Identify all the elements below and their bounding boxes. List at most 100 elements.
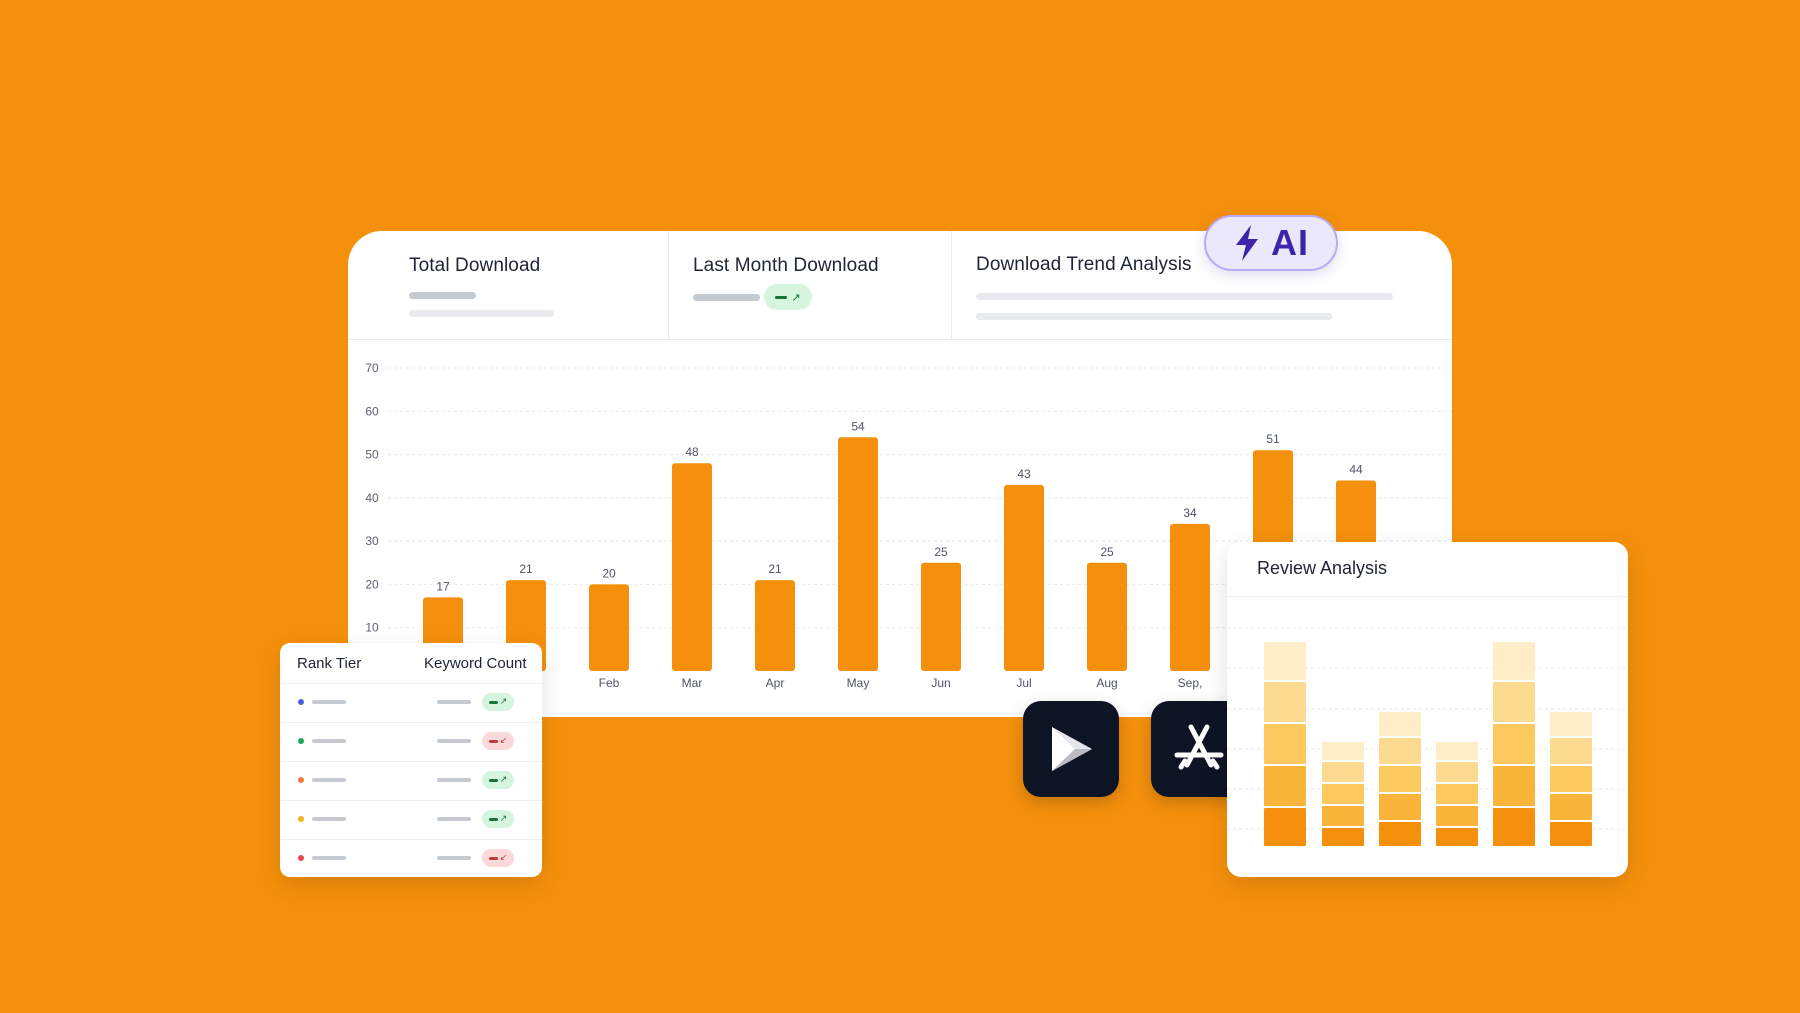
bar bbox=[1004, 484, 1044, 671]
tier-color-dot bbox=[298, 699, 304, 705]
rank-table-header: Rank Tier Keyword Count bbox=[280, 643, 542, 684]
google-play-icon[interactable] bbox=[1023, 701, 1119, 797]
stacked-bar-segment bbox=[1322, 784, 1364, 804]
review-stacked-bar-chart bbox=[1227, 627, 1628, 846]
keyword-count-header: Keyword Count bbox=[424, 655, 527, 672]
table-row[interactable]: ↗ bbox=[280, 761, 542, 801]
bar bbox=[1087, 562, 1127, 671]
bar bbox=[1170, 523, 1210, 671]
table-row[interactable]: ↗ bbox=[280, 800, 542, 840]
stacked-bar-segment bbox=[1493, 724, 1535, 764]
total-download-panel[interactable]: Total Download bbox=[348, 231, 668, 339]
arrow-up-right-icon: ↗ bbox=[791, 290, 801, 304]
bar-data-label: 21 bbox=[519, 562, 533, 576]
x-tick-label: Sep, bbox=[1178, 676, 1203, 690]
bar bbox=[672, 463, 712, 671]
arrow-down-left-icon: ↙ bbox=[499, 852, 508, 863]
bar bbox=[589, 584, 629, 671]
bar-data-label: 21 bbox=[768, 562, 782, 576]
trend-up-badge: ↗ bbox=[482, 810, 514, 828]
stacked-bar-segment bbox=[1436, 742, 1478, 760]
tier-name-placeholder bbox=[312, 700, 346, 704]
keyword-count-placeholder bbox=[437, 817, 471, 821]
dash-icon bbox=[488, 856, 498, 860]
stacked-bar-segment bbox=[1379, 794, 1421, 820]
trend-up-badge: ↗ bbox=[482, 693, 514, 711]
tier-name-placeholder bbox=[312, 778, 346, 782]
keyword-count-placeholder bbox=[437, 700, 471, 704]
app-store-glyph bbox=[1174, 724, 1224, 770]
y-tick-label: 30 bbox=[365, 534, 379, 548]
x-tick-label: Feb bbox=[599, 676, 620, 690]
x-tick-label: Aug bbox=[1096, 676, 1117, 690]
download-dashboard-card: Total Download Last Month Download ↗ Dow… bbox=[348, 231, 1452, 717]
stacked-bar-segment bbox=[1379, 766, 1421, 792]
stacked-bar-segment bbox=[1493, 682, 1535, 722]
bar-data-label: 54 bbox=[851, 419, 865, 433]
bar bbox=[755, 580, 795, 671]
stacked-bar-segment bbox=[1493, 642, 1535, 680]
last-month-download-panel[interactable]: Last Month Download ↗ bbox=[668, 231, 952, 339]
ai-badge[interactable]: AI bbox=[1204, 215, 1338, 271]
stacked-bar-segment bbox=[1550, 738, 1592, 764]
bar-data-label: 44 bbox=[1349, 463, 1363, 477]
y-tick-label: 50 bbox=[365, 448, 379, 462]
keyword-count-placeholder bbox=[437, 778, 471, 782]
y-tick-label: 40 bbox=[365, 491, 379, 505]
keyword-count-placeholder bbox=[437, 739, 471, 743]
stacked-bar-segment bbox=[1322, 828, 1364, 846]
rank-tier-header: Rank Tier bbox=[297, 655, 362, 672]
stacked-bar-segment bbox=[1264, 766, 1306, 806]
arrow-up-right-icon: ↗ bbox=[499, 774, 508, 785]
bar bbox=[921, 562, 961, 671]
stacked-bar-segment bbox=[1550, 794, 1592, 820]
trend-down-badge: ↙ bbox=[482, 732, 514, 750]
download-trend-analysis-panel[interactable]: Download Trend Analysis bbox=[951, 231, 1452, 339]
arrow-down-left-icon: ↙ bbox=[499, 735, 508, 746]
bar-data-label: 43 bbox=[1017, 467, 1031, 481]
stacked-bar-segment bbox=[1550, 712, 1592, 736]
trend-up-badge: ↗ bbox=[764, 284, 812, 310]
dash-icon bbox=[488, 817, 498, 821]
stacked-bar-segment bbox=[1436, 762, 1478, 782]
tier-name-placeholder bbox=[312, 817, 346, 821]
bar-data-label: 25 bbox=[1100, 545, 1114, 559]
x-tick-label: Jul bbox=[1016, 676, 1031, 690]
x-tick-label: Apr bbox=[766, 676, 785, 690]
stacked-bar-segment bbox=[1550, 822, 1592, 846]
total-download-title: Total Download bbox=[409, 255, 541, 276]
review-divider bbox=[1227, 596, 1628, 597]
y-tick-label: 20 bbox=[365, 577, 379, 591]
last-month-download-title: Last Month Download bbox=[693, 255, 879, 276]
dash-icon bbox=[488, 739, 498, 743]
ai-label: AI bbox=[1271, 222, 1309, 263]
bar-data-label: 17 bbox=[436, 579, 450, 593]
stacked-bar-segment bbox=[1264, 682, 1306, 722]
dash-icon bbox=[775, 295, 788, 299]
table-row[interactable]: ↗ bbox=[280, 683, 542, 723]
tier-color-dot bbox=[298, 855, 304, 861]
tier-color-dot bbox=[298, 738, 304, 744]
bar-data-label: 48 bbox=[685, 445, 699, 459]
tier-name-placeholder bbox=[312, 739, 346, 743]
bar bbox=[838, 437, 878, 671]
stacked-bar-segment bbox=[1436, 806, 1478, 826]
review-analysis-title: Review Analysis bbox=[1257, 558, 1388, 578]
table-row[interactable]: ↙ bbox=[280, 839, 542, 878]
table-row[interactable]: ↙ bbox=[280, 722, 542, 762]
stacked-bar-segment bbox=[1436, 784, 1478, 804]
lightning-bolt-icon bbox=[1236, 225, 1258, 261]
stacked-bar-segment bbox=[1436, 828, 1478, 846]
arrow-up-right-icon: ↗ bbox=[499, 813, 508, 824]
x-tick-label: Jun bbox=[931, 676, 950, 690]
y-tick-label: 10 bbox=[365, 621, 379, 635]
stacked-bar-segment bbox=[1264, 724, 1306, 764]
y-tick-label: 70 bbox=[365, 361, 379, 375]
tier-color-dot bbox=[298, 816, 304, 822]
bar-data-label: 25 bbox=[934, 545, 948, 559]
stacked-bar-segment bbox=[1322, 806, 1364, 826]
stacked-bar-segment bbox=[1379, 712, 1421, 736]
review-analysis-card: Review Analysis bbox=[1227, 542, 1628, 877]
google-play-glyph bbox=[1052, 727, 1092, 771]
stacked-bar-segment bbox=[1264, 642, 1306, 680]
